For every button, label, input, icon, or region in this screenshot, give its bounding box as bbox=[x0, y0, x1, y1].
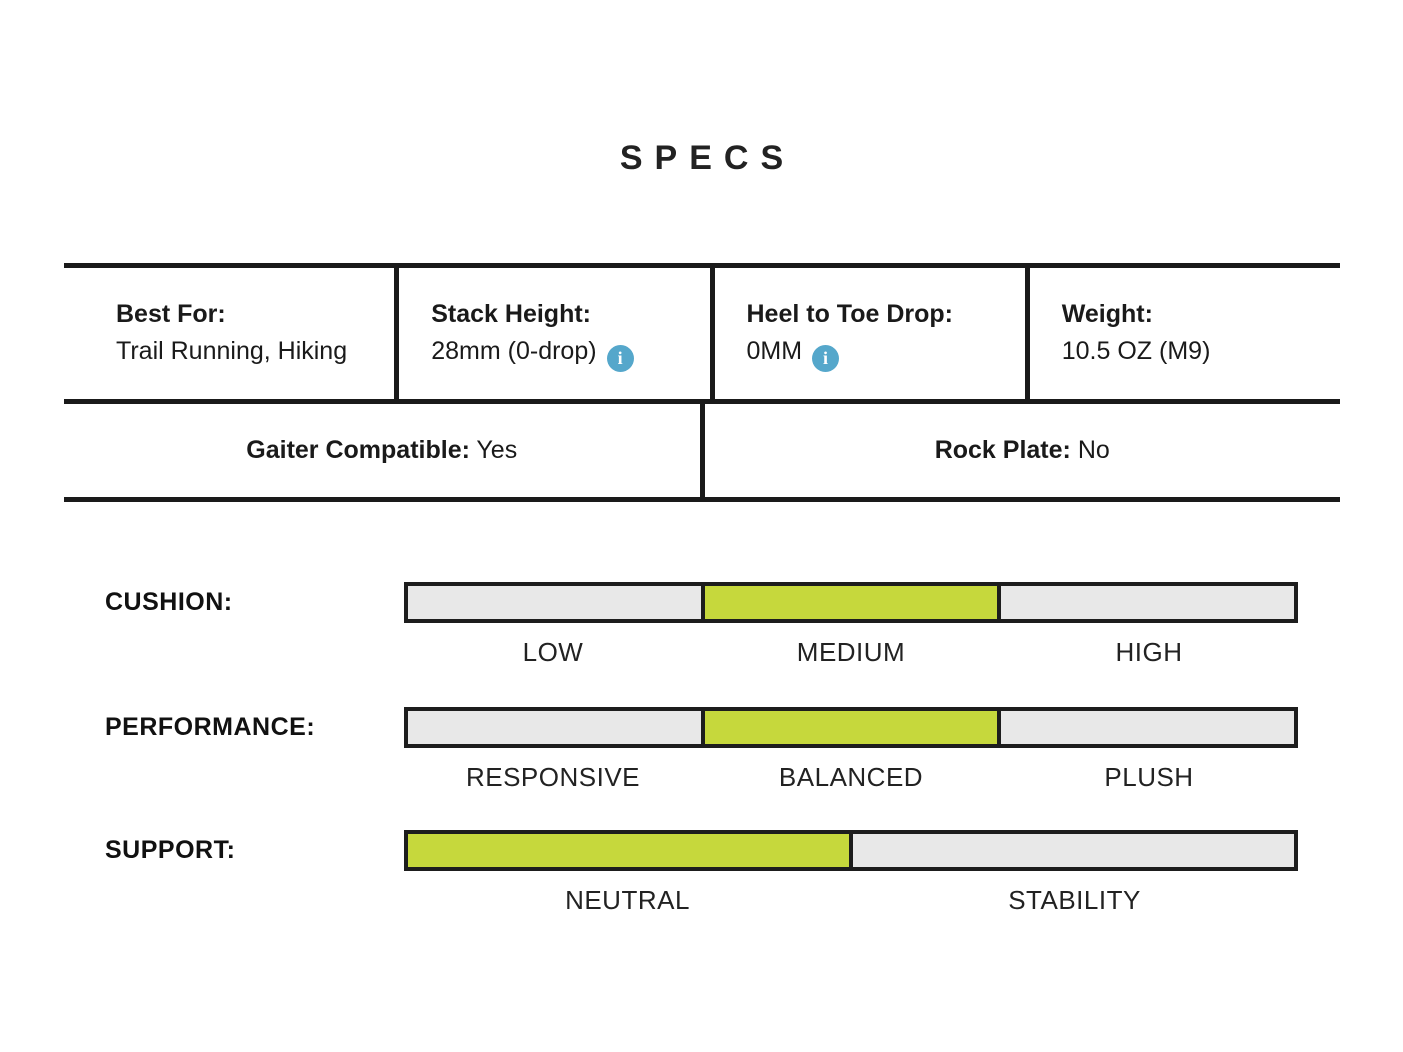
cushion-segment-high bbox=[997, 586, 1295, 619]
cushion-bar bbox=[404, 582, 1298, 623]
spec-label: Gaiter Compatible: bbox=[246, 436, 470, 464]
option-label: LOW bbox=[522, 637, 584, 667]
spec-table: Best For: Trail Running, Hiking Stack He… bbox=[64, 263, 1340, 502]
cushion-segment-medium bbox=[700, 586, 998, 619]
spec-value: Yes bbox=[469, 436, 518, 464]
info-icon[interactable]: i bbox=[606, 344, 634, 372]
cushion-options: LOW MEDIUM HIGH bbox=[404, 637, 1298, 668]
option-label: NEUTRAL bbox=[565, 885, 690, 915]
spec-cell-best-for: Best For: Trail Running, Hiking bbox=[64, 268, 394, 399]
support-segment-neutral bbox=[408, 834, 849, 867]
slider-row-support: SUPPORT: NEUTRAL STABILITY bbox=[0, 830, 1403, 925]
performance-options: RESPONSIVE BALANCED PLUSH bbox=[404, 762, 1298, 793]
support-options: NEUTRAL STABILITY bbox=[404, 885, 1298, 916]
spec-table-row-2: Gaiter Compatible: Yes Rock Plate: No bbox=[64, 399, 1340, 497]
option-label: PLUSH bbox=[1104, 762, 1194, 792]
spec-label: Heel to Toe Drop: bbox=[746, 300, 953, 328]
spec-value: No bbox=[1070, 436, 1110, 464]
spec-value: 0MM bbox=[746, 337, 803, 365]
slider-row-performance: PERFORMANCE: RESPONSIVE BALANCED PLUSH bbox=[0, 707, 1403, 802]
spec-label: Stack Height: bbox=[431, 300, 592, 328]
performance-segment-balanced bbox=[700, 711, 998, 744]
spec-label: Best For: bbox=[116, 300, 226, 328]
slider-row-cushion: CUSHION: LOW MEDIUM HIGH bbox=[0, 582, 1403, 677]
spec-cell-heel-toe-drop: Heel to Toe Drop: 0MM i bbox=[709, 268, 1025, 399]
slider-caption: PERFORMANCE: bbox=[105, 713, 316, 741]
option-label: HIGH bbox=[1115, 637, 1183, 667]
page-title: SPECS bbox=[619, 139, 796, 177]
slider-caption: SUPPORT: bbox=[105, 836, 236, 864]
spec-value: Trail Running, Hiking bbox=[116, 337, 348, 365]
spec-cell-gaiter-compatible: Gaiter Compatible: Yes bbox=[64, 404, 700, 497]
performance-bar bbox=[404, 707, 1298, 748]
spec-value: 10.5 OZ (M9) bbox=[1061, 337, 1211, 365]
performance-segment-plush bbox=[997, 711, 1295, 744]
support-segment-stability bbox=[849, 834, 1294, 867]
slider-caption: CUSHION: bbox=[105, 588, 233, 616]
cushion-segment-low bbox=[408, 586, 701, 619]
option-label: BALANCED bbox=[778, 762, 924, 792]
option-label: RESPONSIVE bbox=[465, 762, 641, 792]
performance-segment-responsive bbox=[408, 711, 701, 744]
spec-cell-rock-plate: Rock Plate: No bbox=[699, 404, 1341, 497]
spec-label: Rock Plate: bbox=[934, 436, 1071, 464]
spec-label: Weight: bbox=[1061, 300, 1153, 328]
spec-table-row-1: Best For: Trail Running, Hiking Stack He… bbox=[64, 268, 1340, 399]
option-label: STABILITY bbox=[1008, 885, 1141, 915]
spec-value: 28mm (0-drop) bbox=[431, 337, 597, 365]
info-icon[interactable]: i bbox=[812, 344, 840, 372]
spec-cell-stack-height: Stack Height: 28mm (0-drop) i bbox=[394, 268, 709, 399]
support-bar bbox=[404, 830, 1298, 871]
option-label: MEDIUM bbox=[796, 637, 906, 667]
spec-cell-weight: Weight: 10.5 OZ (M9) bbox=[1024, 268, 1340, 399]
